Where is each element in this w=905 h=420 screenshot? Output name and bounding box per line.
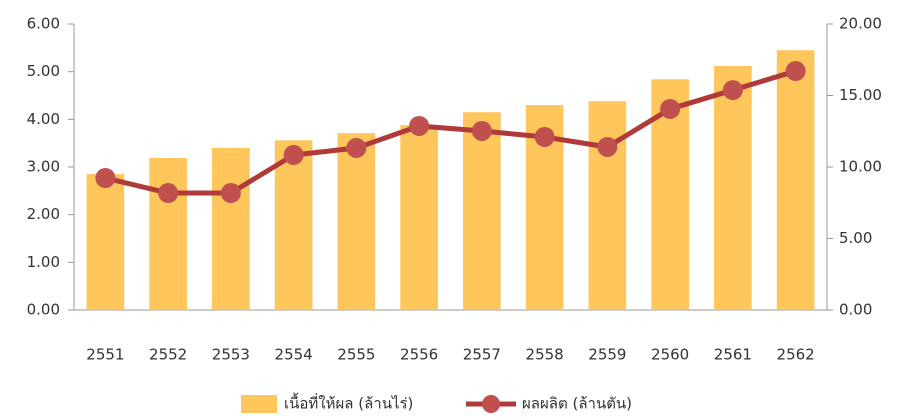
marker [597,136,618,157]
marker [660,98,681,119]
y-tick-label: 4.00 [27,110,60,128]
marker [158,183,179,204]
bar [149,157,187,310]
x-tick-label: 2562 [777,346,815,364]
x-tick-label: 2552 [149,346,187,364]
x-tick-label: 2560 [651,346,689,364]
marker [409,115,430,136]
y2-tick-label: 10.00 [839,158,882,176]
bar [86,174,125,310]
x-tick-label: 2554 [275,346,313,364]
bar [400,125,438,310]
y2-tick-label: 20.00 [839,15,882,33]
marker [471,120,492,141]
legend-label: เนื้อที่ให้ผล (ล้านไร่) [284,393,413,413]
marker [346,137,367,158]
marker [95,168,116,189]
y-tick-label: 0.00 [27,301,60,319]
bar [337,133,376,310]
y-tick-label: 5.00 [27,62,60,80]
legend-swatch [241,395,277,413]
y2-tick-label: 15.00 [839,86,882,104]
marker [785,61,806,82]
legend-label: ผลผลิต (ล้านตัน) [522,395,632,413]
y-tick-label: 3.00 [27,158,60,176]
line [104,68,797,196]
x-tick-label: 2557 [463,346,501,364]
y-tick-label: 6.00 [27,15,60,33]
x-tick-label: 2558 [526,346,564,364]
x-tick-label: 2556 [400,346,438,364]
legend-marker [482,395,500,413]
y-tick-label: 1.00 [27,253,60,271]
x-tick-label: 2561 [714,346,752,364]
y2-tick-label: 5.00 [839,229,872,247]
y-tick-label: 2.00 [27,205,60,223]
x-tick-label: 2555 [337,346,375,364]
x-tick-label: 2559 [588,346,626,364]
x-tick-label: 2551 [86,346,124,364]
marker [220,183,241,204]
bar [212,147,250,310]
bar [714,65,752,311]
marker [534,126,555,147]
bar [274,140,313,310]
y2-tick-label: 0.00 [839,301,872,319]
marker [722,80,743,101]
bar [776,50,815,310]
bar [588,101,627,310]
x-tick-label: 2553 [212,346,250,364]
marker [283,144,304,165]
bar [463,112,501,310]
